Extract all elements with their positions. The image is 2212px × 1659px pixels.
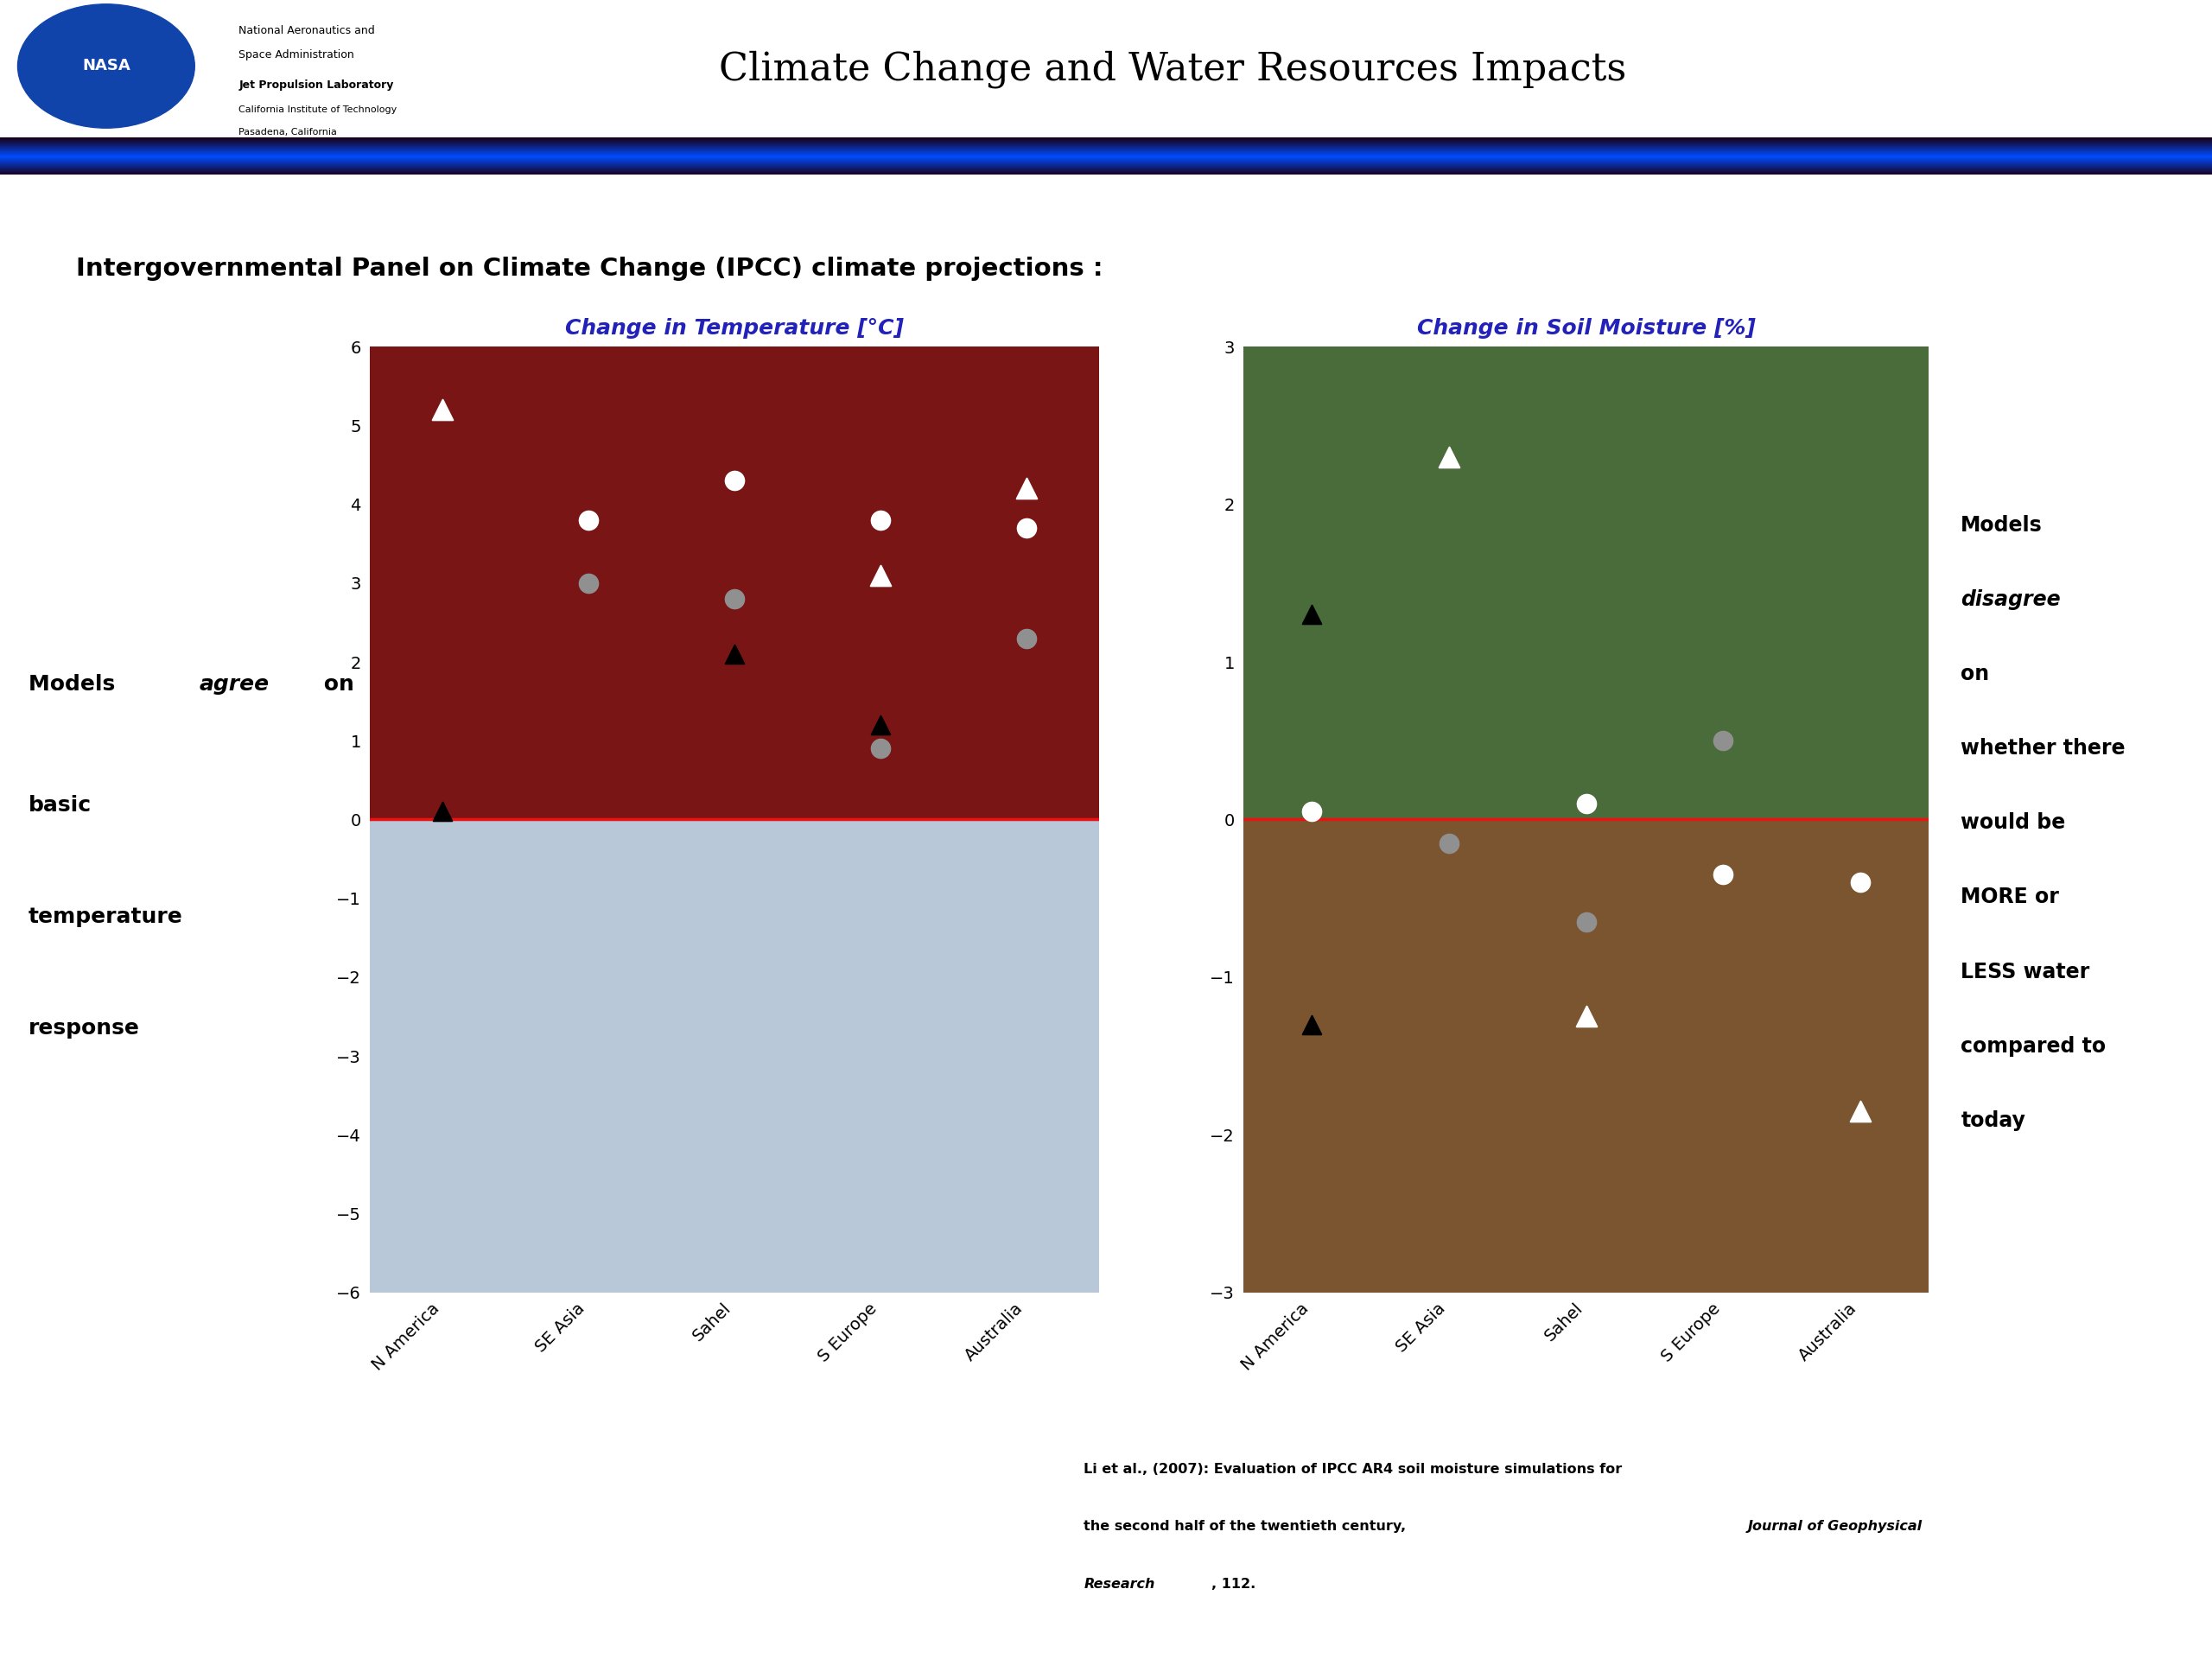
Point (863, 735, 898, 761)
Text: National Aeronautics and: National Aeronautics and (239, 25, 376, 36)
Point (425, 798, 460, 825)
Text: Research: Research (1084, 1578, 1155, 1591)
Text: on: on (316, 674, 354, 695)
Text: MORE or: MORE or (1960, 888, 2059, 907)
Point (1009, 514, 1044, 541)
Text: NASA: NASA (82, 58, 131, 75)
Point (863, 508, 898, 534)
Point (1568, 909, 1604, 936)
Point (1009, 625, 1044, 652)
Text: agree: agree (199, 674, 270, 695)
Text: Models: Models (1960, 514, 2042, 536)
Text: whether there: whether there (1960, 738, 2126, 758)
Point (571, 508, 606, 534)
Text: the second half of the twentieth century,: the second half of the twentieth century… (1084, 1520, 1411, 1533)
Text: , 112.: , 112. (1212, 1578, 1256, 1591)
Text: temperature: temperature (29, 906, 184, 927)
Text: California Institute of Technology: California Institute of Technology (239, 106, 398, 114)
Text: Intergovernmental Panel on Climate Change (IPCC) climate projections :: Intergovernmental Panel on Climate Chang… (75, 255, 1104, 280)
Text: would be: would be (1960, 813, 2066, 833)
Text: on: on (1960, 664, 1989, 685)
Point (571, 571, 606, 597)
Text: Li et al., (2007): Evaluation of IPCC AR4 soil moisture simulations for: Li et al., (2007): Evaluation of IPCC AR… (1084, 1463, 1621, 1477)
Text: Models: Models (29, 674, 122, 695)
Bar (1243, 820, 1929, 1292)
Bar (369, 347, 1099, 820)
Ellipse shape (18, 3, 195, 128)
Point (1568, 1004, 1604, 1030)
Point (425, 397, 460, 423)
Point (1843, 1098, 1878, 1125)
Point (863, 712, 898, 738)
Text: response: response (29, 1019, 139, 1039)
Text: Journal of Geophysical: Journal of Geophysical (1747, 1520, 1922, 1533)
Bar (369, 820, 1099, 1292)
Text: Space Administration: Space Administration (239, 50, 354, 61)
Point (863, 562, 898, 589)
Point (1843, 869, 1878, 896)
Text: Jet Propulsion Laboratory: Jet Propulsion Laboratory (239, 80, 394, 91)
Point (1705, 728, 1741, 755)
Title: Change in Soil Moisture [%]: Change in Soil Moisture [%] (1416, 319, 1756, 338)
Bar (1243, 347, 1929, 820)
Point (717, 468, 752, 494)
Text: disagree: disagree (1960, 589, 2062, 611)
Point (1294, 602, 1329, 629)
Point (717, 640, 752, 667)
Point (717, 586, 752, 612)
Text: basic: basic (29, 795, 91, 816)
Point (1431, 830, 1467, 856)
Text: LESS water: LESS water (1960, 961, 2090, 982)
Text: Pasadena, California: Pasadena, California (239, 128, 336, 136)
Title: Change in Temperature [°C]: Change in Temperature [°C] (564, 319, 905, 338)
Point (1294, 798, 1329, 825)
Point (1705, 861, 1741, 888)
Text: Climate Change and Water Resources Impacts: Climate Change and Water Resources Impac… (719, 50, 1626, 88)
Text: today: today (1960, 1110, 2026, 1131)
Point (1568, 791, 1604, 818)
Point (1294, 1012, 1329, 1039)
Text: compared to: compared to (1960, 1035, 2106, 1057)
Point (1431, 445, 1467, 471)
Point (1009, 474, 1044, 501)
